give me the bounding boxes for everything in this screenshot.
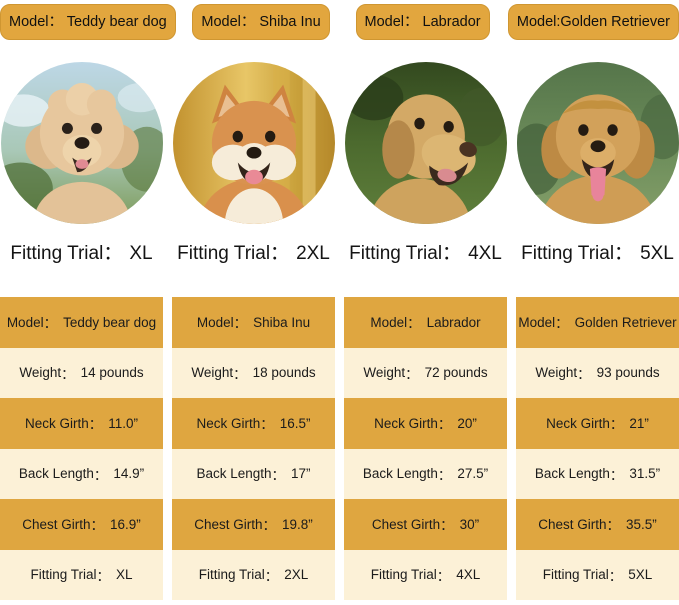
fitting-trial-label: Fitting Trial — [10, 243, 104, 264]
colon-separator: ： — [608, 568, 623, 584]
header-cell-shiba: Model： Shiba Inu — [185, 4, 338, 40]
colon-separator: ： — [609, 417, 624, 433]
fitting-trial-value: XL — [129, 243, 153, 264]
model-badge-golden: Model:Golden Retriever — [507, 4, 679, 40]
colon-separator: ： — [407, 316, 421, 332]
photo-row — [0, 62, 679, 224]
model-badge-shiba: Model： Shiba Inu — [192, 4, 330, 40]
colon-separator: ： — [88, 417, 103, 433]
colon-separator: ： — [440, 518, 454, 534]
fitting-trial-text-teddy: Fitting Trial： XL — [0, 241, 163, 267]
colon-separator: ： — [271, 467, 286, 483]
size-table-teddy: Model： Teddy bear dog Weight： 14 pounds Ne… — [0, 297, 163, 600]
teddy-bear-dog-photo — [0, 62, 163, 224]
table-row-model: Model： Teddy bear dog — [0, 297, 163, 348]
table-row-back-length: Back Length： 14.9” — [0, 448, 163, 499]
labrador-photo — [344, 62, 507, 224]
model-badge-teddy: Model： Teddy bear dog — [0, 4, 176, 40]
fitting-trial-label: Fitting Trial — [349, 243, 443, 264]
colon-separator: ： — [260, 417, 274, 433]
colon-separator: ： — [442, 243, 462, 264]
colon-separator: ： — [609, 467, 624, 483]
table-row-neck-girth: Neck Girth： 16.5” — [172, 398, 335, 449]
colon-separator: ： — [264, 568, 279, 584]
size-table-row: Model： Teddy bear dog Weight： 14 pounds Ne… — [0, 297, 679, 600]
model-badge-labrador: Model： Labrador — [355, 4, 490, 40]
table-row-neck-girth: Neck Girth： 21” — [516, 398, 679, 449]
size-table-labrador: Model： Labrador Weight： 72 pounds Neck Gir… — [344, 297, 507, 600]
colon-separator: ： — [577, 366, 591, 382]
fitting-trial-label: Fitting Trial — [521, 243, 615, 264]
colon-separator: ： — [96, 568, 111, 584]
fitting-trial-value: 2XL — [296, 243, 330, 264]
table-row-model: Model： Golden Retriever — [516, 297, 679, 348]
colon-separator: ： — [606, 518, 621, 534]
table-row-chest-girth: Chest Girth： 35.5” — [516, 499, 679, 550]
table-row-fitting-trial: Fitting Trial： 2XL — [172, 549, 335, 600]
table-row-chest-girth: Chest Girth： 16.9” — [0, 499, 163, 550]
model-header-row: Model： Teddy bear dog Model： Shiba Inu M… — [0, 4, 679, 40]
table-row-model: Model： Labrador — [344, 297, 507, 348]
colon-separator: ： — [233, 316, 248, 332]
size-table-golden: Model： Golden Retriever Weight： 93 pounds … — [516, 297, 679, 600]
colon-separator: ： — [614, 243, 634, 264]
table-row-fitting-trial: Fitting Trial： 5XL — [516, 549, 679, 600]
photo-cell-golden — [516, 62, 679, 224]
table-row-neck-girth: Neck Girth： 20” — [344, 398, 507, 449]
colon-separator: ： — [262, 518, 277, 534]
table-row-back-length: Back Length： 31.5” — [516, 448, 679, 499]
header-cell-golden: Model:Golden Retriever — [507, 4, 679, 40]
colon-separator: ： — [405, 366, 419, 382]
colon-separator: ： — [233, 366, 247, 382]
photo-cell-teddy — [0, 62, 163, 224]
fitting-trial-text-golden: Fitting Trial： 5XL — [516, 241, 679, 267]
fitting-trial-row: Fitting Trial： XL Fitting Trial： 2XL Fitti… — [0, 241, 679, 267]
shiba-inu-photo — [172, 62, 335, 224]
fitting-trial-text-shiba: Fitting Trial： 2XL — [172, 241, 335, 267]
colon-separator: ： — [61, 366, 75, 382]
fitting-trial-label: Fitting Trial — [177, 243, 271, 264]
table-row-weight: Weight： 93 pounds — [516, 347, 679, 398]
photo-cell-shiba — [172, 62, 335, 224]
table-row-model: Model： Shiba Inu — [172, 297, 335, 348]
fitting-trial-text-labrador: Fitting Trial： 4XL — [344, 241, 507, 267]
fitting-trial-value: 5XL — [640, 243, 674, 264]
golden-retriever-photo — [516, 62, 679, 224]
table-row-chest-girth: Chest Girth： 30” — [344, 499, 507, 550]
table-row-back-length: Back Length： 17” — [172, 448, 335, 499]
header-cell-labrador: Model： Labrador — [346, 4, 499, 40]
table-row-back-length: Back Length： 27.5” — [344, 448, 507, 499]
colon-separator: ： — [436, 568, 451, 584]
colon-separator: ： — [90, 518, 105, 534]
header-cell-teddy: Model： Teddy bear dog — [0, 4, 176, 40]
fitting-trial-value: 4XL — [468, 243, 502, 264]
table-row-fitting-trial: Fitting Trial： 4XL — [344, 549, 507, 600]
photo-cell-labrador — [344, 62, 507, 224]
table-row-fitting-trial: Fitting Trial： XL — [0, 549, 163, 600]
table-row-chest-girth: Chest Girth： 19.8” — [172, 499, 335, 550]
colon-separator: ： — [93, 467, 108, 483]
size-table-shiba: Model： Shiba Inu Weight： 18 pounds Neck Gi… — [172, 297, 335, 600]
table-row-weight: Weight： 72 pounds — [344, 347, 507, 398]
colon-separator: ： — [555, 316, 569, 332]
colon-separator: ： — [43, 316, 58, 332]
table-row-neck-girth: Neck Girth： 11.0” — [0, 398, 163, 449]
colon-separator: ： — [437, 467, 452, 483]
table-row-weight: Weight： 18 pounds — [172, 347, 335, 398]
colon-separator: ： — [270, 243, 290, 264]
table-row-weight: Weight： 14 pounds — [0, 347, 163, 398]
colon-separator: ： — [103, 243, 123, 264]
colon-separator: ： — [437, 417, 452, 433]
